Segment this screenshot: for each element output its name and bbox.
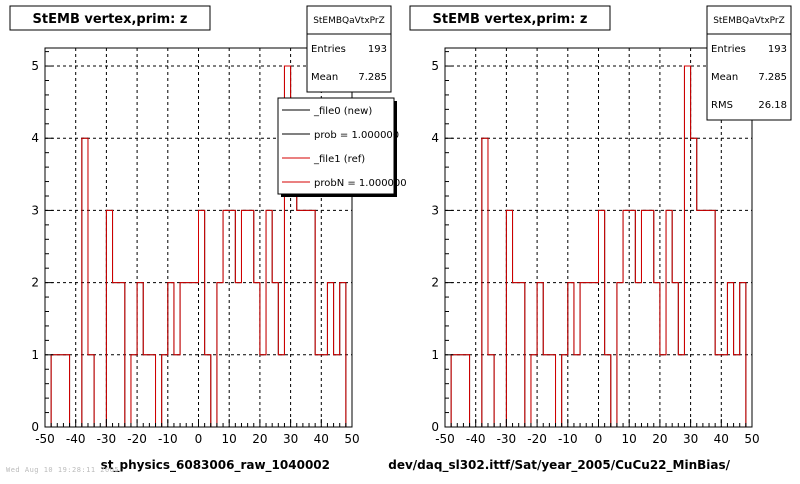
y-tick-label: 3 <box>431 203 439 217</box>
x-tick-label: -20 <box>127 432 147 446</box>
x-tick-label: -30 <box>497 432 517 446</box>
x-tick-label: 20 <box>652 432 667 446</box>
y-tick-label: 3 <box>31 203 39 217</box>
y-tick-label: 2 <box>31 276 39 290</box>
y-tick-label: 1 <box>31 348 39 362</box>
x-tick-label: -40 <box>466 432 486 446</box>
x-tick-label: -30 <box>97 432 117 446</box>
y-tick-label: 0 <box>31 420 39 434</box>
stats-name: StEMBQaVtxPrZ <box>313 16 385 26</box>
x-tick-label: 10 <box>622 432 637 446</box>
panel-title: StEMB vertex,prim: z <box>433 12 588 27</box>
y-tick-label: 2 <box>431 276 439 290</box>
x-tick-label: 0 <box>195 432 203 446</box>
stats-label: RMS <box>711 100 733 111</box>
stats-box <box>306 5 392 93</box>
x-tick-label: -40 <box>66 432 86 446</box>
x-tick-label: 40 <box>714 432 729 446</box>
x-tick-label: 40 <box>314 432 329 446</box>
stats-value: 193 <box>368 44 387 55</box>
legend-label: prob = 1.000000 <box>314 130 399 141</box>
x-tick-label: 20 <box>252 432 267 446</box>
x-tick-label: -50 <box>35 432 55 446</box>
panel-title: StEMB vertex,prim: z <box>33 12 188 27</box>
title-box <box>409 5 611 31</box>
x-tick-label: 50 <box>344 432 359 446</box>
timestamp-footer: Wed Aug 10 19:28:11 2005 <box>6 466 120 474</box>
stats-label: Entries <box>311 44 346 55</box>
stats-value: 193 <box>768 44 787 55</box>
stats-label: Mean <box>711 72 738 83</box>
x-tick-label: -50 <box>435 432 455 446</box>
stats-box <box>706 5 792 121</box>
histogram-panel-2: -50 -40 -30 -20 -10 0 10 20 30 40 50 0 1 2 3 4 5 dev/daq_… <box>388 5 792 473</box>
stats-value: 26.18 <box>758 100 787 111</box>
stats-label: Mean <box>311 72 338 83</box>
title-box <box>9 5 211 31</box>
x-tick-label: -10 <box>158 432 178 446</box>
x-tick-label: -10 <box>558 432 578 446</box>
legend-label: _file1 (ref) <box>313 154 365 165</box>
y-tick-label: 0 <box>431 420 439 434</box>
legend-box <box>277 97 395 195</box>
x-tick-label: 30 <box>683 432 698 446</box>
x-tick-label: -20 <box>527 432 547 446</box>
x-tick-label: 10 <box>222 432 237 446</box>
x-axis-label: dev/daq_sl302.ittf/Sat/year_2005/CuCu22_… <box>388 458 730 473</box>
x-tick-label: 50 <box>744 432 759 446</box>
x-tick-label: 30 <box>283 432 298 446</box>
stats-value: 7.285 <box>358 72 387 83</box>
legend-label: _file0 (new) <box>313 106 372 117</box>
x-tick-label: 0 <box>595 432 603 446</box>
legend-label: probN = 1.000000 <box>314 178 407 189</box>
y-tick-label: 4 <box>431 131 439 145</box>
y-tick-label: 5 <box>431 59 439 73</box>
y-tick-label: 1 <box>431 348 439 362</box>
stats-label: Entries <box>711 44 746 55</box>
y-tick-label: 4 <box>31 131 39 145</box>
x-axis-label: st_physics_6083006_raw_1040002 <box>101 458 330 473</box>
y-tick-label: 5 <box>31 59 39 73</box>
histogram-panel-1: -50 -40 -30 -20 -10 0 10 20 30 40 50 0 1 2 3 4 5 st_physi… <box>9 5 407 473</box>
stats-value: 7.285 <box>758 72 787 83</box>
stats-name: StEMBQaVtxPrZ <box>713 16 785 26</box>
